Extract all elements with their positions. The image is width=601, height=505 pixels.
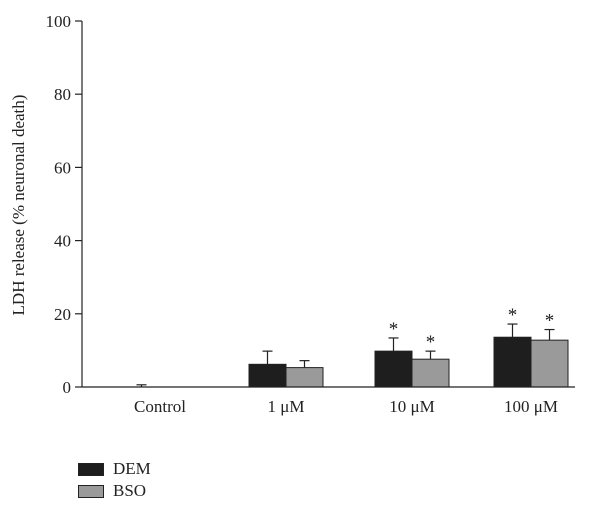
y-tick-label-0: 0 bbox=[63, 378, 72, 397]
y-tick-label-1: 20 bbox=[54, 305, 71, 324]
bar-bso-2 bbox=[411, 358, 450, 388]
legend-label-dem: DEM bbox=[113, 459, 151, 478]
bar-dem-2 bbox=[374, 350, 413, 388]
y-tick-label-5: 100 bbox=[46, 12, 72, 31]
significance-star-bso-3: * bbox=[545, 311, 555, 332]
significance-star-dem-3: * bbox=[508, 305, 518, 326]
legend-item-bso: BSO bbox=[78, 480, 151, 502]
x-tick-label-0: Control bbox=[134, 397, 186, 416]
y-axis-title: LDH release (% neuronal death) bbox=[9, 95, 28, 316]
x-tick-label-1: 1 μM bbox=[268, 397, 305, 416]
bar-dem-3 bbox=[493, 336, 532, 388]
y-tick-label-2: 40 bbox=[54, 232, 71, 251]
significance-star-dem-2: * bbox=[389, 319, 399, 340]
legend-swatch-bso bbox=[78, 484, 104, 498]
bar-bso-1 bbox=[285, 367, 324, 388]
x-tick-label-3: 100 μM bbox=[504, 397, 558, 416]
significance-star-bso-2: * bbox=[426, 332, 436, 353]
legend-item-dem: DEM bbox=[78, 458, 151, 480]
x-tick-label-2: 10 μM bbox=[389, 397, 434, 416]
legend-label-bso: BSO bbox=[113, 481, 147, 500]
legend-swatch-dem bbox=[78, 462, 104, 476]
legend: DEM BSO bbox=[78, 458, 151, 502]
x-axis-ticks: Control 1 μM 10 μM 100 μM bbox=[134, 397, 558, 416]
bar-dem-1 bbox=[248, 363, 287, 388]
bars: * * * * bbox=[136, 305, 569, 388]
y-axis-ticks: 0 20 40 60 80 100 bbox=[46, 12, 82, 397]
y-tick-label-4: 80 bbox=[54, 85, 71, 104]
y-tick-label-3: 60 bbox=[54, 158, 71, 177]
bar-bso-3 bbox=[530, 339, 569, 388]
